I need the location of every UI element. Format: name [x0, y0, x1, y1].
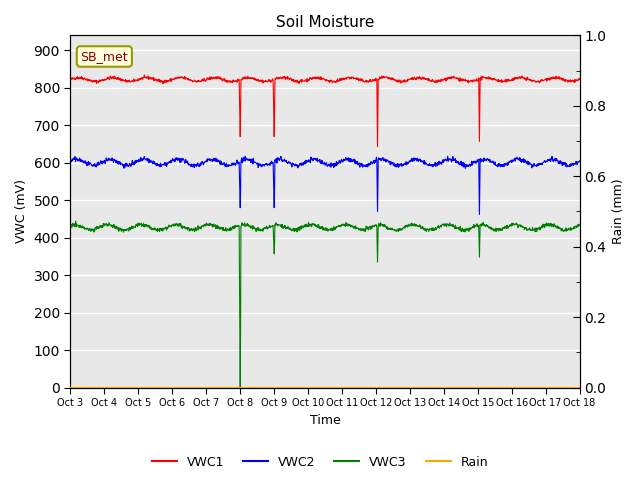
Y-axis label: VWC (mV): VWC (mV) [15, 180, 28, 243]
Title: Soil Moisture: Soil Moisture [276, 15, 374, 30]
Text: SB_met: SB_met [81, 50, 128, 63]
Y-axis label: Rain (mm): Rain (mm) [612, 179, 625, 244]
X-axis label: Time: Time [310, 414, 340, 427]
Legend: VWC1, VWC2, VWC3, Rain: VWC1, VWC2, VWC3, Rain [147, 451, 493, 474]
